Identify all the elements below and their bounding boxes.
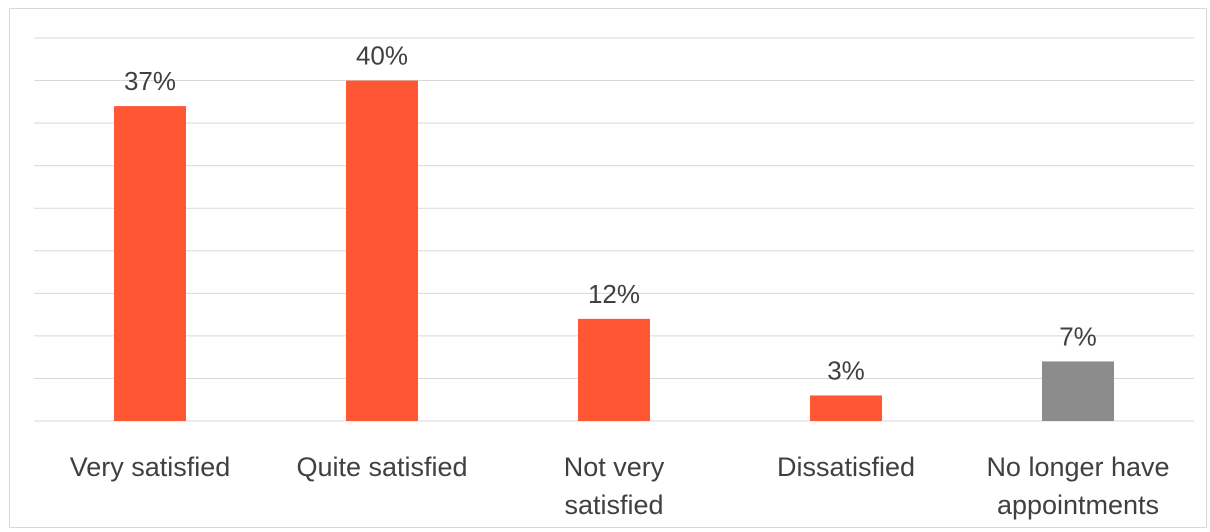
data-label: 3% <box>827 355 865 385</box>
category-label: satisfied <box>564 490 663 520</box>
category-label: Quite satisfied <box>296 452 467 482</box>
data-label: 12% <box>588 279 640 309</box>
bar <box>114 106 186 421</box>
data-label: 7% <box>1059 321 1097 351</box>
data-label: 40% <box>356 41 408 71</box>
category-label: appointments <box>997 490 1159 520</box>
bars <box>114 80 1114 422</box>
category-label: Very satisfied <box>70 452 231 482</box>
bar <box>1042 361 1114 421</box>
category-label: Dissatisfied <box>777 452 915 482</box>
bar <box>810 395 882 421</box>
bar <box>578 318 650 421</box>
gridlines <box>34 37 1194 422</box>
data-label: 37% <box>124 66 176 96</box>
category-label: No longer have <box>986 452 1169 482</box>
chart-frame <box>9 8 1207 528</box>
bar <box>346 80 418 422</box>
category-label: Not very <box>564 452 665 482</box>
data-labels: 37% 40% 12% 3% 7% <box>124 41 1097 386</box>
category-labels: Very satisfied Quite satisfied Not very sat… <box>70 452 1170 520</box>
